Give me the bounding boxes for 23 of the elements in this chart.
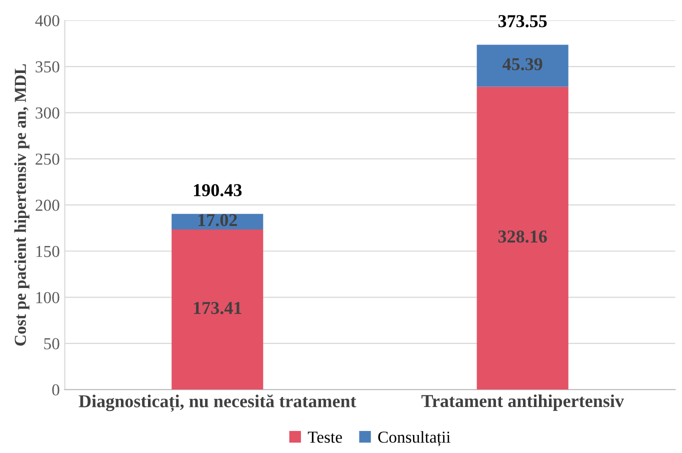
y-tick-label: 250 [36, 154, 60, 165]
x-tick-label: Tratament antihipertensiv [421, 394, 624, 411]
y-tick-label: 0 [52, 384, 60, 396]
y-tick-label: 350 [36, 61, 60, 72]
total-label: 190.43 [194, 184, 242, 196]
legend-label: Teste [308, 432, 342, 443]
total-label: 373.55 [498, 15, 547, 28]
data-label: 17.02 [198, 214, 237, 226]
y-tick-label: 300 [36, 107, 60, 119]
bar [476, 86, 568, 390]
y-tick-label: 50 [44, 338, 60, 350]
data-label: 328.16 [498, 230, 547, 243]
y-tick-label: 400 [35, 15, 60, 26]
y-tick-label: 150 [36, 246, 60, 258]
data-label: 173.41 [194, 302, 242, 314]
y-tick-label: 100 [36, 292, 60, 304]
y-axis-title: Cost pe pacient hipertensiv pe an, MDL [14, 64, 30, 346]
y-tick-label: 200 [36, 200, 60, 211]
legend-label: Consultații [378, 431, 450, 446]
data-label: 45.39 [502, 58, 542, 70]
bar [172, 230, 264, 390]
bar [476, 44, 568, 87]
x-tick-label: Diagnosticați, nu necesită tratament [78, 394, 356, 412]
